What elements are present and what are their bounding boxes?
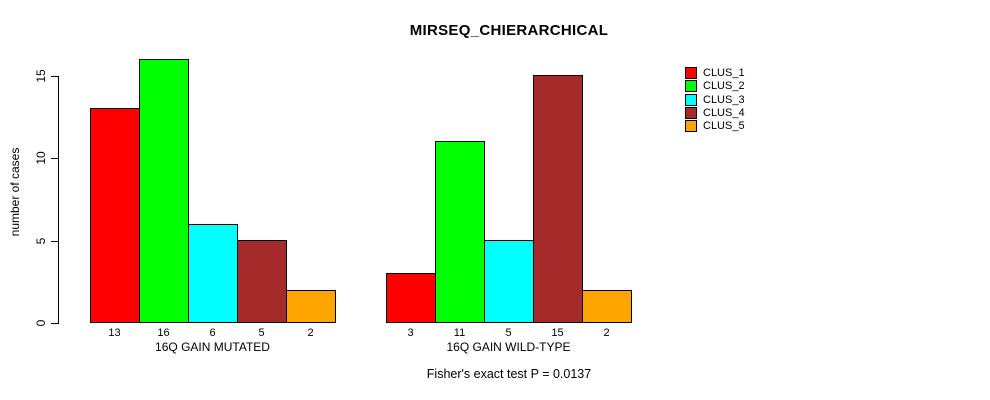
bar-value-label: 5: [258, 327, 265, 339]
bar-value-label: 11: [453, 327, 466, 339]
y-axis-tick-label: 15: [34, 69, 48, 83]
bar-value-label: 2: [307, 327, 314, 339]
chart-title: MIRSEQ_CHIERARCHICAL: [409, 22, 609, 39]
bar-clus_5-1: [286, 290, 336, 323]
legend-label: CLUS_4: [703, 107, 745, 119]
bar-value-label: 16: [157, 327, 170, 339]
y-axis-tick-label: 0: [34, 319, 48, 327]
bar-value-label: 15: [551, 327, 564, 339]
bar-clus_1-2: [386, 273, 436, 323]
bar-clus_3-2: [484, 240, 534, 323]
y-axis-tick-mark: [51, 241, 58, 242]
legend-swatch-clus_2: [685, 80, 697, 92]
legend-label: CLUS_5: [703, 120, 745, 132]
bar-value-label: 3: [407, 327, 414, 339]
bar-value-label: 6: [209, 327, 216, 339]
bar-clus_4-1: [237, 240, 287, 323]
y-axis-tick-label: 5: [34, 237, 48, 245]
bar-clus_4-2: [533, 75, 583, 323]
bar-clus_2-1: [139, 59, 189, 323]
group-label: 16Q GAIN MUTATED: [155, 340, 270, 354]
y-axis-line: [58, 76, 59, 324]
legend-swatch-clus_4: [685, 107, 697, 119]
legend-swatch-clus_3: [685, 94, 697, 106]
bar-clus_3-1: [188, 224, 238, 323]
bar-value-label: 13: [108, 327, 121, 339]
bar-value-label: 5: [505, 327, 512, 339]
legend-label: CLUS_3: [703, 94, 745, 106]
y-axis-title: number of cases: [8, 147, 22, 237]
y-axis-tick-mark: [51, 158, 58, 159]
bar-value-label: 2: [603, 327, 610, 339]
y-axis-tick-mark: [51, 76, 58, 77]
legend-swatch-clus_5: [685, 120, 697, 132]
group-label: 16Q GAIN WILD-TYPE: [446, 340, 571, 354]
y-axis-tick-mark: [51, 323, 58, 324]
bar-clus_5-2: [582, 290, 632, 323]
stat-annotation: Fisher's exact test P = 0.0137: [426, 367, 592, 381]
bar-clus_1-1: [90, 108, 140, 323]
legend-label: CLUS_2: [703, 80, 745, 92]
bar-clus_2-2: [435, 141, 485, 323]
y-axis-tick-label: 10: [34, 151, 48, 165]
legend-label: CLUS_1: [703, 67, 745, 79]
legend-swatch-clus_1: [685, 67, 697, 79]
